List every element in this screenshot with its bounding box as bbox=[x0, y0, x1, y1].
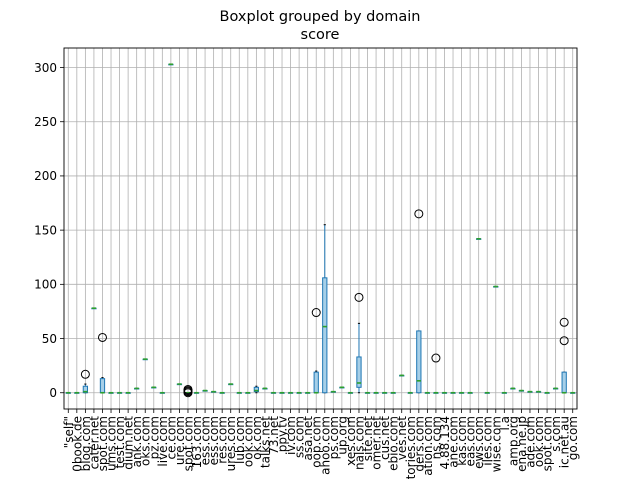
x-tick-label: blog.com bbox=[79, 416, 93, 471]
x-tick-label: res.com bbox=[216, 416, 230, 464]
x-tick-label: ums.com bbox=[105, 416, 119, 471]
x-tick-label: spot.com bbox=[96, 416, 110, 471]
x-tick-label: wise.com bbox=[489, 416, 503, 472]
outlier-point bbox=[559, 317, 569, 327]
outlier-point bbox=[354, 292, 364, 302]
x-tick-label: cater.net bbox=[87, 416, 101, 470]
x-tick-label: live.com bbox=[156, 416, 170, 467]
box-iqr bbox=[416, 330, 422, 394]
x-tick-label: ank.com bbox=[130, 416, 144, 467]
x-tick-label: ic.net.au bbox=[558, 416, 572, 468]
chart-title: Boxplot grouped by domain bbox=[220, 9, 421, 25]
outlier-point bbox=[414, 209, 424, 219]
x-tick-label: ppy.tv bbox=[276, 416, 290, 452]
x-tick-label: ce.com bbox=[164, 416, 178, 459]
x-tick-label: nals.com bbox=[352, 416, 366, 470]
box-iqr bbox=[99, 378, 106, 394]
x-tick-label: 163.com bbox=[190, 416, 204, 468]
box-iqr bbox=[322, 277, 328, 394]
x-tick-label: cus.net bbox=[378, 416, 392, 460]
x-tick-label: ade.com bbox=[523, 416, 537, 468]
x-tick-label: 4.88.134 bbox=[438, 416, 452, 469]
box-iqr bbox=[313, 371, 319, 394]
x-tick-label: pz.com bbox=[147, 416, 161, 459]
x-tick-label: dium.net bbox=[122, 416, 136, 470]
box-iqr bbox=[356, 356, 362, 388]
box-iqr bbox=[561, 371, 567, 394]
x-tick-label: ess.com bbox=[199, 416, 213, 465]
x-tick-label: ane.com bbox=[447, 416, 461, 468]
x-tick-label: s.com bbox=[549, 416, 563, 452]
y-tick-label: 200 bbox=[34, 169, 57, 183]
x-tick-label: spot.com bbox=[181, 416, 195, 471]
x-tick-label: ders.com bbox=[412, 416, 426, 472]
chart-subtitle: score bbox=[301, 27, 340, 43]
y-tick-label: 250 bbox=[34, 115, 57, 129]
box-series bbox=[65, 63, 576, 398]
x-tick-label: iv.com bbox=[284, 416, 298, 455]
x-tick-label: ews.com bbox=[472, 416, 486, 469]
x-tick-label: test.com bbox=[113, 416, 127, 469]
x-tick-label: eas.com bbox=[464, 416, 478, 466]
y-tick-label: 50 bbox=[42, 332, 57, 346]
x-tick-label: ebio.com bbox=[387, 416, 401, 471]
x-tick-label: ok.com bbox=[250, 416, 264, 460]
x-tick-label: go.com bbox=[566, 416, 580, 460]
x-tick-label: iles.com bbox=[481, 416, 495, 466]
x-tick-label: ahoo.com bbox=[318, 416, 332, 475]
x-tick-label: site.net bbox=[361, 416, 375, 461]
x-tick-label: talks.net bbox=[258, 416, 272, 468]
x-tick-label: ook.com bbox=[241, 416, 255, 467]
x-tick-label: ps.com bbox=[327, 416, 341, 459]
y-tick-label: 150 bbox=[34, 223, 57, 237]
outlier-point bbox=[431, 353, 441, 363]
x-tick-label: ess.com bbox=[207, 416, 221, 465]
x-tick-label: ures.com bbox=[224, 416, 238, 471]
y-axis: 0 50 100 150 200 250 300 bbox=[34, 61, 64, 400]
x-tick-label: ss.com bbox=[293, 416, 307, 458]
x-tick-label: oks.com bbox=[139, 416, 153, 466]
x-tick-label: 0book.de bbox=[70, 416, 84, 472]
x-tick-label: spot.com bbox=[541, 416, 555, 471]
outlier-point bbox=[311, 308, 321, 318]
y-tick-label: 100 bbox=[34, 278, 57, 292]
x-tick-label: 73.net bbox=[267, 416, 281, 455]
x-tick-label: oop.com bbox=[310, 416, 324, 468]
x-tick-label: ena.ne.jp bbox=[515, 416, 529, 472]
y-tick-label: 0 bbox=[49, 386, 57, 400]
x-tick-label: tories.com bbox=[404, 416, 418, 479]
x-tick-label: lub.com bbox=[233, 416, 247, 464]
outlier-point bbox=[559, 336, 569, 346]
outlier-point bbox=[183, 384, 193, 394]
x-tick-label: up.org bbox=[335, 416, 349, 455]
box-iqr bbox=[253, 386, 260, 393]
outlier-point bbox=[80, 369, 90, 379]
x-tick-label: amp.org bbox=[506, 416, 520, 466]
x-tick-label: ook.com bbox=[532, 416, 546, 467]
outlier-point bbox=[97, 332, 107, 342]
x-tick-label: xes.com bbox=[344, 416, 358, 466]
x-tick-label: ure.com bbox=[173, 416, 187, 465]
x-tick-label: kas.com bbox=[455, 416, 469, 466]
x-tick-label: l.a bbox=[498, 416, 512, 431]
x-axis: "self"0book.deblog.comcater.netspot.comu… bbox=[62, 409, 580, 479]
x-tick-label: "self" bbox=[62, 416, 76, 448]
x-tick-label: omer.net bbox=[370, 416, 384, 470]
plot-frame bbox=[63, 47, 578, 410]
box-iqr bbox=[82, 385, 89, 394]
x-tick-label: asa.net bbox=[301, 416, 315, 461]
x-tick-label: ation.com bbox=[421, 416, 435, 476]
x-tick-label: ves.net bbox=[395, 416, 409, 461]
y-tick-label: 300 bbox=[34, 61, 57, 75]
x-tick-label: ns.com bbox=[429, 416, 443, 459]
